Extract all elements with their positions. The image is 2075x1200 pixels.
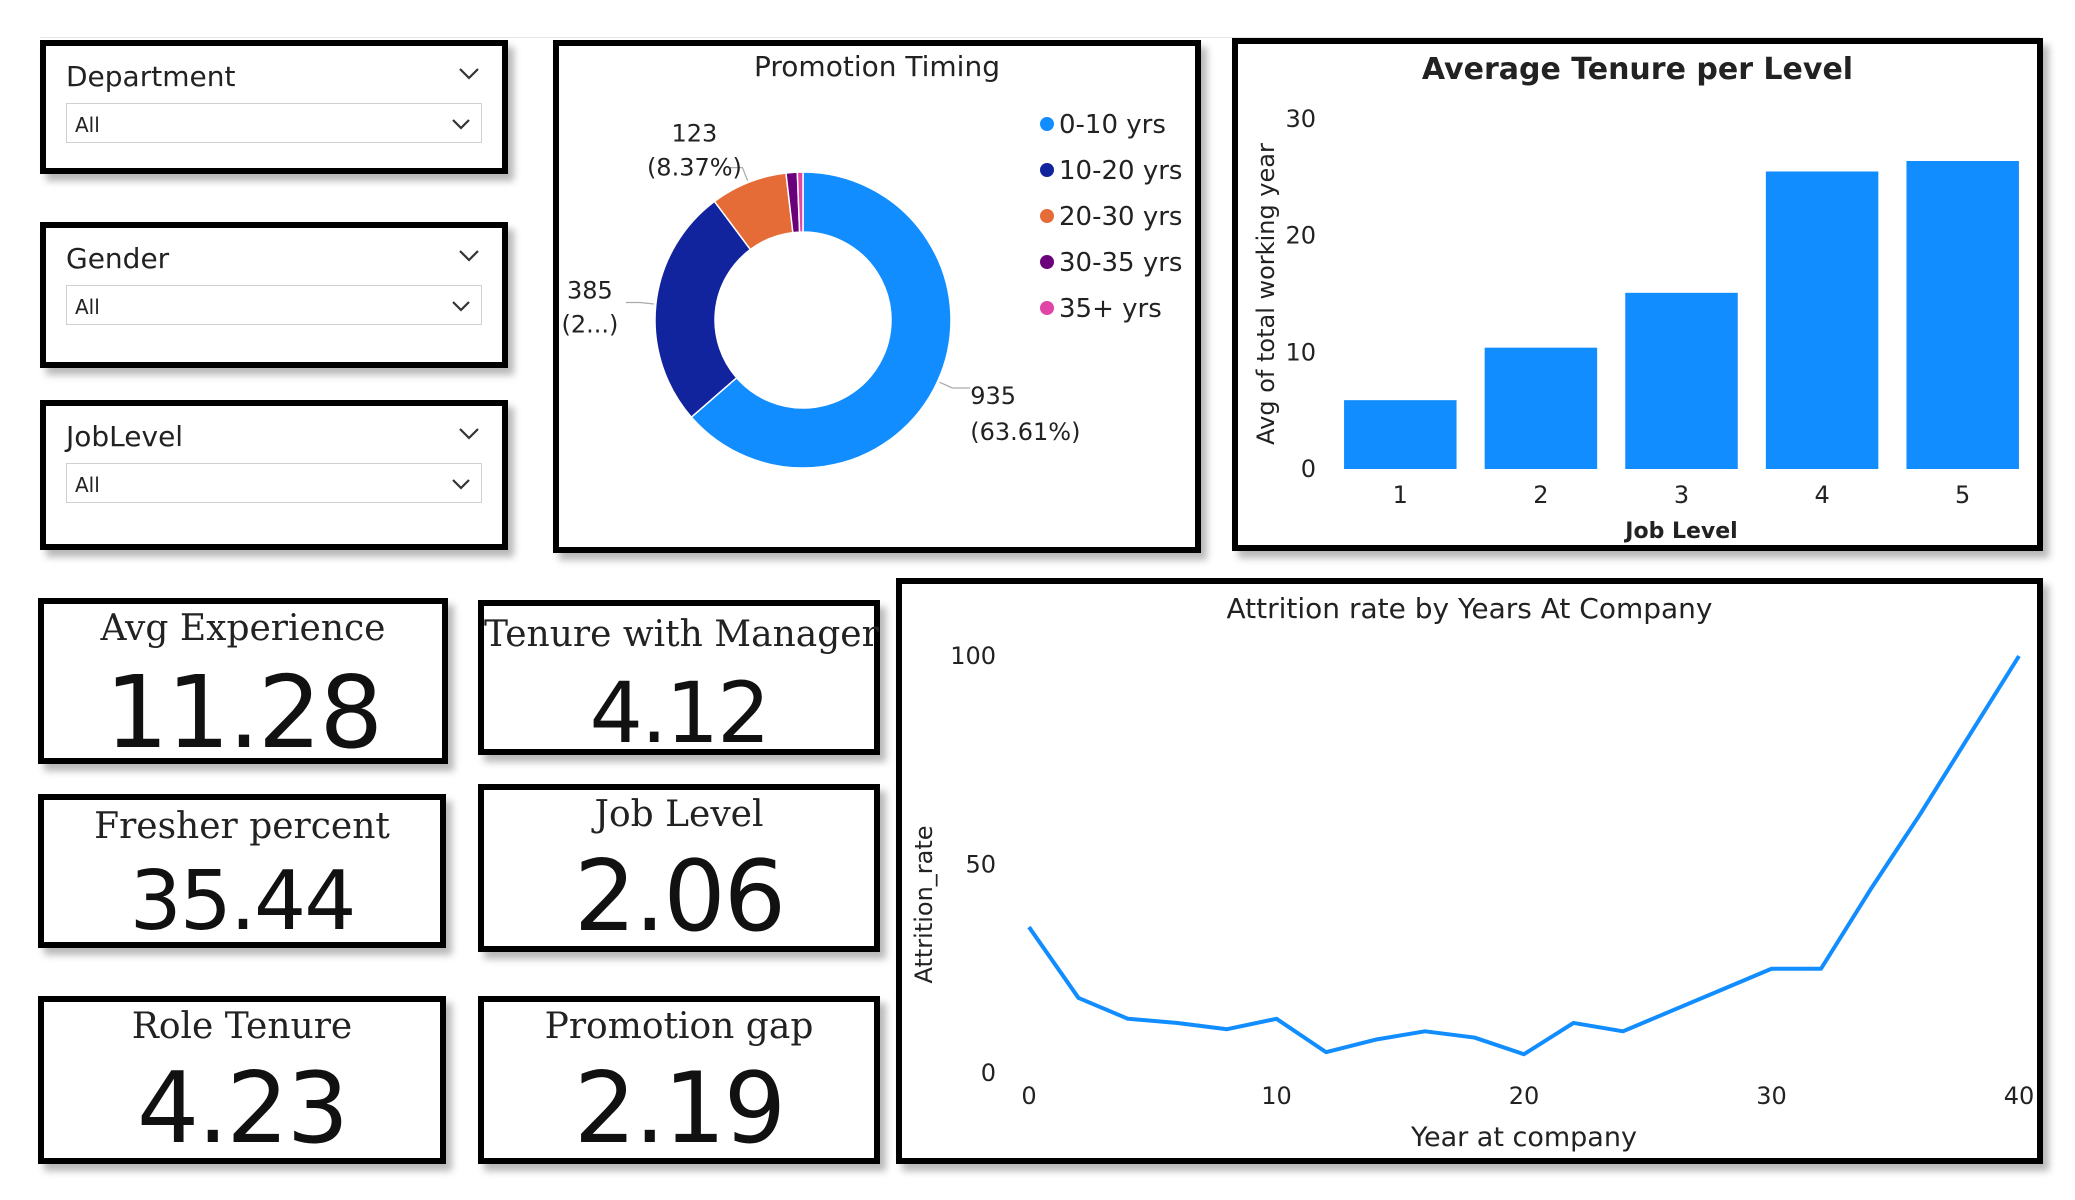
bar-level-5[interactable] — [1906, 161, 2019, 469]
attrition-line[interactable] — [1027, 654, 2021, 1057]
legend-label[interactable]: 20-30 yrs — [1059, 202, 1182, 232]
joblevel-dropdown[interactable]: All — [66, 463, 482, 503]
slicer-title: Gender — [66, 242, 170, 275]
chevron-down-icon[interactable] — [454, 58, 484, 88]
slicer-gender: Gender All — [40, 222, 508, 368]
top-divider — [40, 37, 2040, 38]
data-label-pct: (8.37%) — [647, 154, 742, 182]
legend-marker — [1040, 163, 1054, 177]
y-tick-label: 30 — [1285, 105, 1316, 133]
bar-level-4[interactable] — [1765, 171, 1879, 470]
kpi-card-promotion-gap: Promotion gap 2.19 — [478, 996, 880, 1166]
legend-marker — [1040, 117, 1054, 131]
kpi-card-job-level: Job Level 2.06 — [478, 784, 880, 954]
legend-marker — [1040, 255, 1054, 269]
leader-line — [728, 166, 749, 181]
y-tick-label: 0 — [1301, 455, 1316, 483]
data-label-value: 935 — [970, 382, 1016, 410]
bar-level-2[interactable] — [1484, 347, 1598, 469]
card-value: 11.28 — [104, 654, 383, 771]
y-axis-title: Attrition_rate — [910, 825, 938, 983]
x-tick-label: 3 — [1674, 481, 1689, 509]
legend-label[interactable]: 35+ yrs — [1059, 294, 1162, 324]
chevron-down-icon — [452, 301, 470, 312]
data-label-value: 123 — [672, 120, 718, 148]
bar-level-3[interactable] — [1625, 292, 1738, 469]
donut-slice-0[interactable] — [690, 171, 952, 469]
data-label-value: 385 — [567, 277, 613, 305]
card-value: 4.23 — [136, 1052, 349, 1166]
x-tick-label: 4 — [1814, 481, 1829, 509]
dropdown-value: All — [75, 473, 100, 497]
dropdown-value: All — [75, 295, 100, 319]
slicer-title: JobLevel — [66, 420, 184, 453]
chart-title: Average Tenure per Level — [1421, 52, 1854, 87]
card-label: Job Level — [594, 794, 764, 835]
chevron-down-icon — [452, 479, 470, 490]
y-tick-label: 0 — [981, 1059, 996, 1087]
legend-label[interactable]: 0-10 yrs — [1059, 110, 1166, 140]
x-tick-label: 20 — [1509, 1082, 1540, 1110]
bar-plot: 0 10 20 30 1 2 3 4 5 Job Level Avg of total workin… — [1252, 105, 2019, 544]
attrition-line-chart[interactable]: Attrition rate by Years At Company 0 50 10… — [896, 578, 2043, 1164]
card-label: Promotion gap — [544, 1006, 814, 1047]
y-axis-title: Avg of total working year — [1252, 143, 1280, 445]
line-plot: 0 50 100 0 10 20 30 40 Year at company Attrition_… — [910, 642, 2035, 1153]
card-label: Fresher percent — [94, 806, 390, 847]
legend-marker — [1040, 209, 1054, 223]
chevron-down-icon — [452, 119, 470, 130]
donut-slice-1[interactable] — [654, 200, 752, 419]
data-label-pct: (63.61%) — [970, 418, 1080, 446]
legend-marker — [1040, 301, 1054, 315]
x-tick-label: 1 — [1393, 481, 1408, 509]
donut-slice-4[interactable] — [796, 171, 804, 233]
chevron-down-icon[interactable] — [454, 240, 484, 270]
avg-tenure-chart[interactable]: Average Tenure per Level 0 10 20 30 1 2 3 4 5 Job… — [1232, 38, 2043, 551]
kpi-card-fresher-percent: Fresher percent 35.44 — [38, 794, 446, 949]
y-tick-label: 10 — [1285, 338, 1316, 366]
promotion-timing-chart[interactable]: Promotion Timing 935 (63.61%) 385 (2...) 123… — [553, 40, 1201, 553]
card-label: Tenure with Manager — [484, 614, 879, 655]
kpi-card-role-tenure: Role Tenure 4.23 — [38, 996, 446, 1166]
x-tick-label: 0 — [1021, 1082, 1036, 1110]
card-label: Role Tenure — [131, 1006, 353, 1047]
card-value: 35.44 — [129, 854, 357, 949]
slicer-department: Department All — [40, 40, 508, 174]
dropdown-value: All — [75, 113, 100, 137]
x-tick-label: 5 — [1955, 481, 1970, 509]
slicer-title: Department — [66, 60, 236, 93]
leader-line — [625, 301, 654, 305]
gender-dropdown[interactable]: All — [66, 285, 482, 325]
x-axis-title: Job Level — [1623, 519, 1737, 544]
chart-title: Attrition rate by Years At Company — [1226, 592, 1713, 625]
kpi-card-tenure-manager: Tenure with Manager 4.12 — [478, 600, 880, 762]
leader-line — [939, 381, 971, 389]
x-tick-label: 2 — [1533, 481, 1548, 509]
chart-title: Promotion Timing — [754, 50, 1000, 83]
legend-label[interactable]: 30-35 yrs — [1059, 248, 1182, 278]
y-tick-label: 100 — [950, 642, 996, 670]
x-axis-title: Year at company — [1410, 1122, 1637, 1153]
card-value: 2.06 — [573, 840, 786, 954]
kpi-card-avg-experience: Avg Experience 11.28 — [38, 598, 448, 771]
y-tick-label: 20 — [1285, 222, 1316, 250]
card-value: 4.12 — [589, 664, 770, 762]
card-value: 2.19 — [573, 1052, 786, 1166]
legend-label[interactable]: 10-20 yrs — [1059, 156, 1182, 186]
slicer-joblevel: JobLevel All — [40, 400, 508, 550]
data-label-pct: (2...) — [561, 311, 618, 339]
x-tick-label: 30 — [1756, 1082, 1787, 1110]
x-tick-label: 40 — [2004, 1082, 2035, 1110]
card-label: Avg Experience — [100, 608, 386, 649]
donut-plot: 935 (63.61%) 385 (2...) 123 (8.37%) 0-10 yrs 10… — [561, 110, 1182, 469]
bar-level-1[interactable] — [1344, 400, 1457, 469]
y-tick-label: 50 — [965, 851, 996, 879]
chevron-down-icon[interactable] — [454, 418, 484, 448]
department-dropdown[interactable]: All — [66, 103, 482, 143]
x-tick-label: 10 — [1261, 1082, 1292, 1110]
